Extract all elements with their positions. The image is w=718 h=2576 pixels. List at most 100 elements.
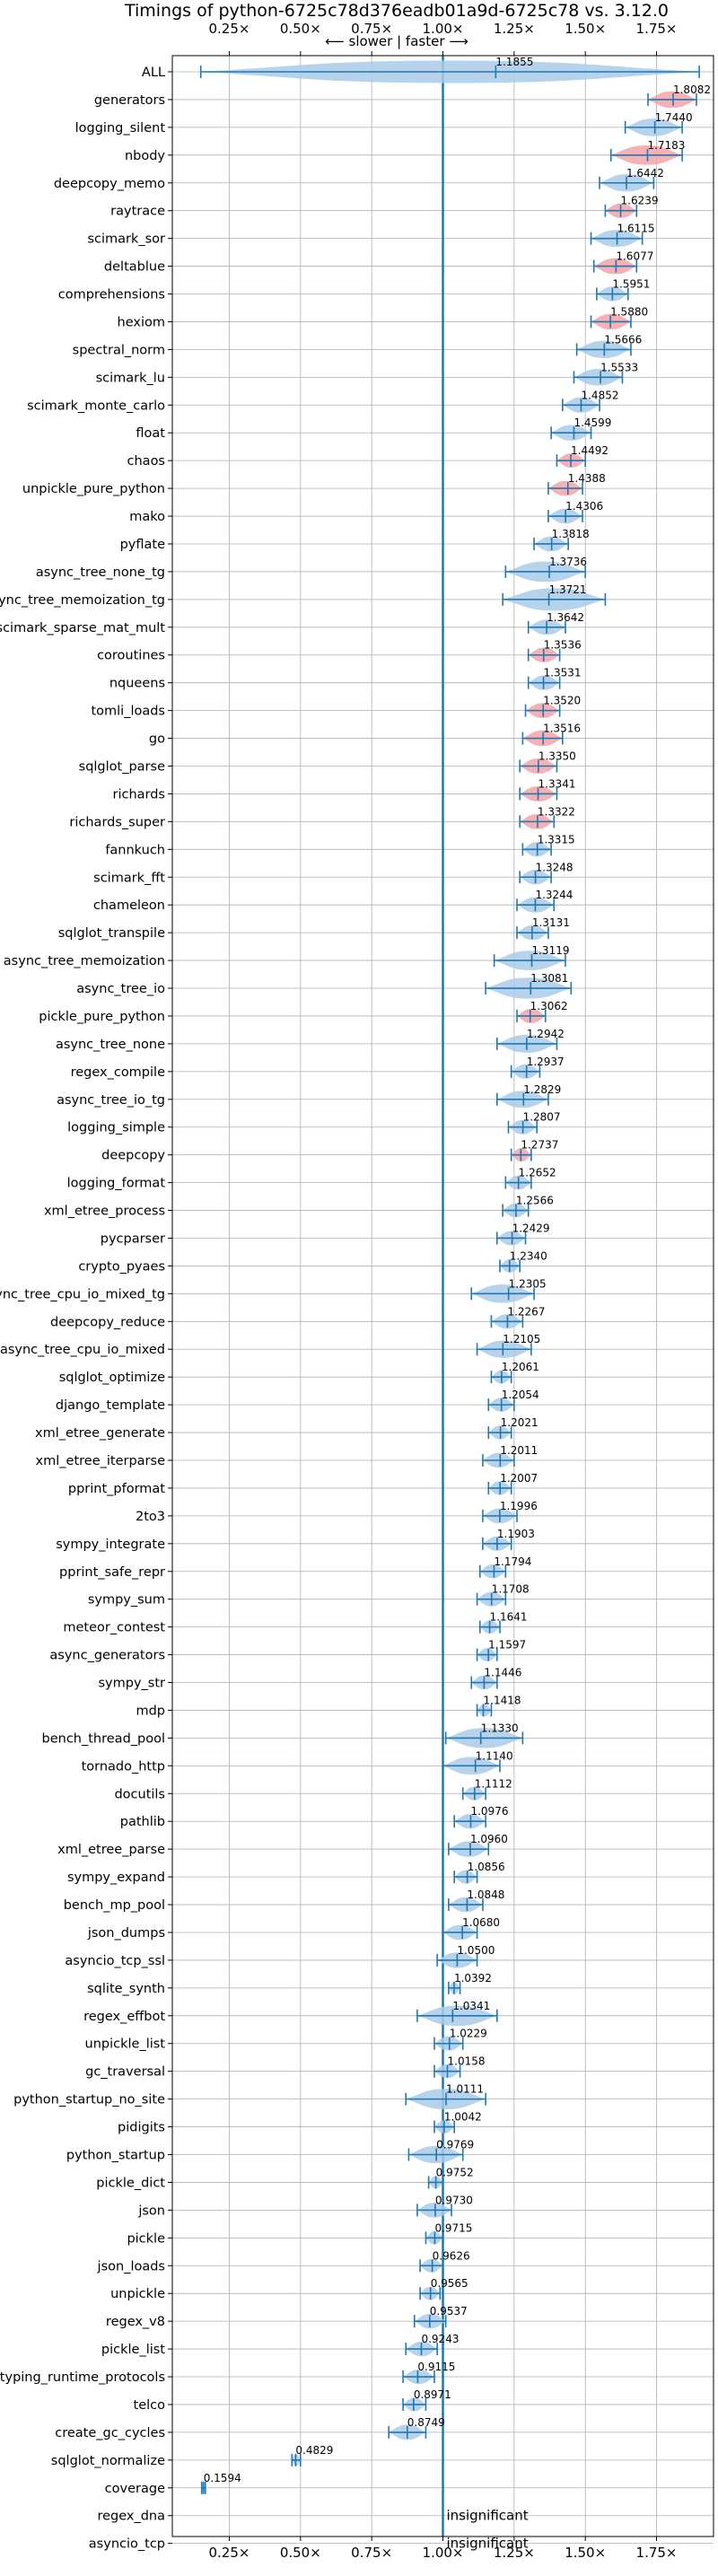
value-label: 1.8082 (673, 83, 711, 96)
value-label: 0.1594 (204, 2472, 241, 2484)
value-label: 1.3531 (544, 667, 582, 679)
value-label: 0.9715 (434, 2221, 472, 2234)
chart-title: Timings of python-6725c78d376eadb01a9d-6… (124, 1, 669, 21)
benchmark-label: mako (129, 510, 165, 524)
benchmark-label: pickle (127, 2231, 165, 2246)
value-label: 1.1140 (476, 1749, 513, 1762)
value-label: 1.2829 (523, 1083, 561, 1096)
value-label: 1.0111 (446, 2083, 484, 2096)
benchmark-label: richards_super (69, 815, 165, 829)
benchmark-label: bench_thread_pool (42, 1731, 165, 1746)
value-label: 1.4492 (571, 444, 609, 457)
value-label: 1.5666 (604, 333, 642, 346)
benchmark-label: python_startup_no_site (13, 2093, 165, 2107)
value-label: 1.0229 (450, 2028, 487, 2040)
value-label: 1.0042 (444, 2111, 482, 2124)
benchmark-label: typing_runtime_protocols (0, 2370, 165, 2385)
x-tick-label-bottom: 1.00× (423, 2545, 464, 2561)
benchmark-label: sqlglot_transpile (58, 926, 165, 941)
labels-layer: 0.25× 0.25× 0.50× 0.50× 0.75× 0.75× 1.00× 1.00×… (0, 21, 711, 2561)
value-label: 1.1112 (475, 1777, 512, 1790)
value-label: 1.0341 (452, 2000, 490, 2012)
benchmark-label: generators (94, 93, 165, 108)
benchmark-label: logging_silent (75, 121, 166, 136)
value-label: 1.0392 (454, 1972, 492, 1985)
benchmark-label: json (137, 2204, 165, 2218)
benchmark-label: chameleon (93, 898, 165, 913)
benchmark-label: scimark_sor (87, 232, 165, 247)
benchmark-label: async_tree_cpu_io_mixed_tg (0, 1287, 165, 1301)
x-tick-label-bottom: 0.50× (280, 2545, 321, 2561)
benchmark-label: deltablue (104, 260, 165, 275)
benchmark-label: json_loads (97, 2259, 165, 2274)
benchmark-label: crypto_pyaes (78, 1259, 165, 1274)
value-label: 1.1418 (484, 1694, 521, 1706)
value-label: 1.5951 (612, 278, 650, 291)
benchmark-label: sqlite_synth (87, 1982, 165, 1996)
benchmark-label: pycparser (101, 1231, 165, 1246)
benchmark-label: xml_etree_parse (57, 1843, 165, 1857)
value-label: 1.2267 (507, 1305, 545, 1318)
value-label: 1.2937 (527, 1056, 565, 1068)
benchmark-label: scimark_fft (93, 871, 165, 885)
benchmark-label: sympy_sum (88, 1593, 165, 1608)
benchmark-label: scimark_sparse_mat_mult (0, 621, 165, 635)
benchmark-label: xml_etree_process (44, 1205, 165, 1219)
value-label: 1.2061 (502, 1361, 539, 1373)
benchmark-label: regex_compile (71, 1065, 165, 1080)
benchmark-label: bench_mp_pool (64, 1898, 165, 1913)
benchmark-label: sqlglot_parse (79, 760, 165, 775)
value-label: 0.9730 (435, 2194, 473, 2206)
value-label: 1.0500 (457, 1944, 495, 1957)
value-label: 1.3721 (549, 583, 587, 596)
benchmark-label: pprint_pformat (68, 1482, 165, 1496)
value-label: 0.9565 (431, 2277, 468, 2290)
benchmark-label: tomli_loads (91, 705, 165, 719)
value-label: 1.3119 (531, 944, 569, 957)
benchmark-label: regex_v8 (106, 2315, 165, 2329)
benchmark-label: xml_etree_iterparse (36, 1454, 166, 1468)
value-label: 0.9626 (433, 2249, 470, 2262)
benchmark-label: comprehensions (58, 288, 165, 302)
value-label: 1.6115 (617, 223, 655, 235)
value-label: 1.6442 (626, 167, 664, 180)
benchmark-label: async_tree_io_tg (57, 1093, 165, 1108)
value-label: 1.2566 (516, 1195, 554, 1207)
value-label: 1.3350 (538, 750, 576, 763)
benchmark-label: async_tree_memoization (4, 954, 165, 968)
x-tick-label-top: 1.75× (636, 21, 678, 37)
benchmark-label: async_tree_none_tg (36, 565, 165, 580)
benchmark-label: spectral_norm (73, 343, 165, 357)
benchmark-label: raytrace (110, 205, 165, 219)
x-tick-label-bottom: 0.25× (208, 2545, 250, 2561)
value-label: 1.3131 (532, 916, 570, 929)
value-label: 1.2007 (500, 1472, 538, 1485)
value-label: 1.0158 (448, 2055, 486, 2068)
x-tick-label-bottom: 1.25× (494, 2545, 535, 2561)
value-label: 1.2305 (509, 1277, 547, 1290)
benchmark-label: deepcopy (101, 1149, 165, 1163)
value-label: 1.1708 (492, 1583, 530, 1596)
benchmark-label: pathlib (120, 1815, 165, 1829)
benchmark-label: pickle_dict (96, 2176, 165, 2190)
value-label: 1.3736 (549, 556, 587, 568)
benchmark-label: unpickle_pure_python (22, 482, 165, 496)
value-label: 1.3322 (538, 805, 575, 818)
value-label: 1.0856 (468, 1861, 505, 1873)
benchmark-label: hexiom (118, 315, 165, 329)
value-label: 1.2054 (502, 1389, 539, 1401)
value-label: 1.0976 (470, 1805, 508, 1818)
value-label: 0.8971 (414, 2388, 451, 2401)
value-label: 1.1597 (488, 1639, 526, 1652)
benchmark-label: async_generators (49, 1649, 165, 1663)
benchmark-label: telco (134, 2398, 166, 2413)
value-label: 1.3516 (543, 723, 581, 735)
x-tick-label-top: 1.50× (565, 21, 606, 37)
value-label: 0.9243 (421, 2333, 459, 2345)
value-label: 0.9537 (430, 2305, 468, 2318)
benchmark-label: tornado_http (82, 1759, 165, 1774)
benchmark-label: pidigits (118, 2121, 165, 2135)
benchmark-label: coroutines (97, 649, 165, 663)
benchmark-label: sympy_str (99, 1677, 166, 1691)
